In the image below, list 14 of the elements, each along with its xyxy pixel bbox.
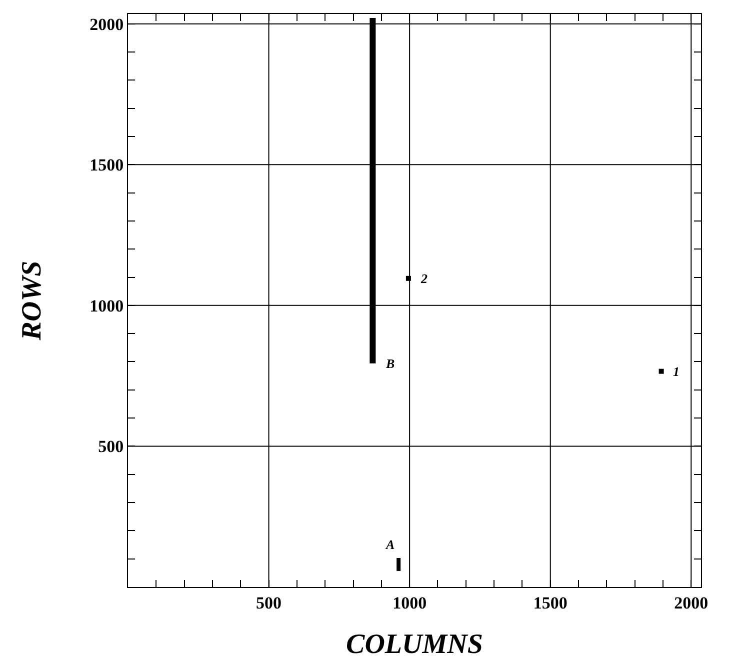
y-tick-label: 500 — [98, 437, 124, 456]
annotation: 1 — [673, 364, 680, 379]
y-tick-label: 1000 — [90, 296, 124, 316]
annotation: 2 — [420, 271, 428, 286]
x-tick-label: 2000 — [674, 593, 708, 612]
y-axis-title: ROWS — [16, 260, 48, 342]
annotation: B — [385, 356, 395, 371]
x-tick-label: 1500 — [533, 593, 568, 612]
y-tick-label: 2000 — [90, 14, 124, 34]
x-tick-label: 500 — [256, 593, 282, 612]
x-axis-title: COLUMNS — [346, 629, 483, 660]
x-tick-label: 1000 — [392, 593, 427, 612]
annotation: A — [385, 537, 395, 552]
y-tick-label: 1500 — [90, 156, 124, 175]
